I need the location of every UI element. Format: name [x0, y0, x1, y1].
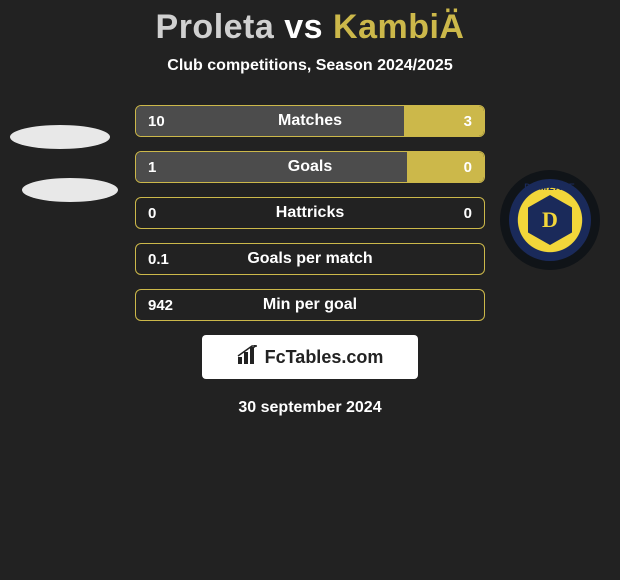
- bar-left-fill: [136, 152, 407, 182]
- page-title: Proleta vs KambiÄ: [0, 8, 620, 47]
- team-crest: DOMŽALE D: [500, 170, 600, 270]
- stat-label: Hattricks: [276, 204, 344, 222]
- title-vs: vs: [284, 8, 323, 46]
- stat-value-left: 10: [148, 113, 165, 130]
- bar-right-fill: [407, 152, 484, 182]
- bar-left-fill: [136, 106, 404, 136]
- stat-bar-hattricks: 0 Hattricks 0: [135, 197, 485, 229]
- stat-value-left: 0: [148, 205, 156, 222]
- subtitle: Club competitions, Season 2024/2025: [0, 57, 620, 75]
- stat-label: Goals: [288, 158, 332, 176]
- logo-text: FcTables.com: [265, 347, 384, 368]
- crest-letter: D: [542, 207, 558, 233]
- title-left: Proleta: [156, 8, 275, 46]
- stat-label: Min per goal: [263, 296, 357, 314]
- stat-value-left: 1: [148, 159, 156, 176]
- left-placeholder-shape: [22, 178, 118, 202]
- stat-bar-gpm: 0.1 Goals per match: [135, 243, 485, 275]
- stat-label: Matches: [278, 112, 342, 130]
- date: 30 september 2024: [0, 399, 620, 417]
- fctables-logo: FcTables.com: [202, 335, 418, 379]
- stat-value-left: 942: [148, 297, 173, 314]
- chart-icon: [237, 345, 259, 370]
- title-right: KambiÄ: [333, 8, 464, 46]
- stat-bar-goals: 1 Goals 0: [135, 151, 485, 183]
- crest-inner: DOMŽALE D: [509, 179, 591, 261]
- stat-bar-mpg: 942 Min per goal: [135, 289, 485, 321]
- stat-value-right: 0: [464, 205, 472, 222]
- stat-value-right: 3: [464, 113, 472, 130]
- stat-value-right: 0: [464, 159, 472, 176]
- stat-label: Goals per match: [247, 250, 372, 268]
- stat-bar-matches: 10 Matches 3: [135, 105, 485, 137]
- stat-value-left: 0.1: [148, 251, 169, 268]
- stat-row: 942 Min per goal: [0, 289, 620, 321]
- crest-hex: D: [528, 195, 572, 245]
- crest-top-text: DOMŽALE: [524, 182, 576, 192]
- left-placeholder-shape: [10, 125, 110, 149]
